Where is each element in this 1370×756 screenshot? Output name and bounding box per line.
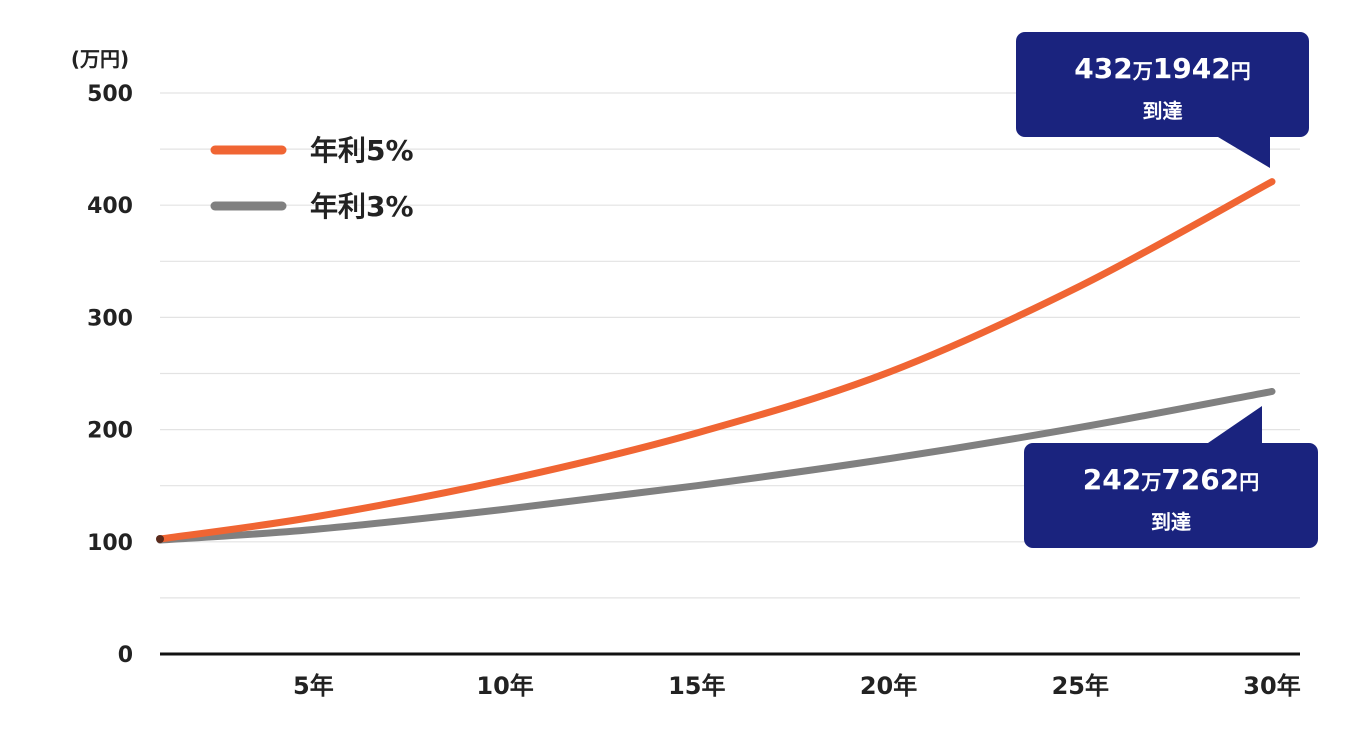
legend: 年利5% 年利3%: [210, 134, 414, 223]
y-tick-label: 400: [87, 194, 133, 219]
series-start-point: [156, 534, 164, 543]
x-tick-label: 20年: [860, 672, 917, 700]
callout-box: [1024, 443, 1318, 548]
series-lines: [156, 178, 1276, 544]
callout-pointer: [1208, 406, 1262, 443]
x-tick-label: 10年: [476, 672, 533, 700]
x-axis: 5年 10年 15年 20年 25年 30年: [160, 652, 1301, 700]
y-tick-label: 100: [87, 531, 133, 556]
callout-amount: 432万1942円: [1074, 52, 1250, 85]
y-tick-label: 0: [118, 643, 133, 668]
x-tick-label: 30年: [1243, 672, 1300, 700]
series-line: [156, 178, 1276, 543]
y-axis-unit-label: (万円): [71, 47, 129, 71]
series-line: [156, 387, 1276, 544]
callout-amount: 242万7262円: [1083, 463, 1259, 496]
callout-box: [1016, 32, 1309, 137]
legend-label: 年利3%: [310, 190, 414, 223]
y-tick-label: 500: [87, 82, 133, 107]
x-tick-label: 25年: [1052, 672, 1109, 700]
callout-pointer: [1218, 137, 1270, 168]
callout-label: 到達: [1151, 510, 1191, 534]
y-tick-label: 200: [87, 419, 133, 444]
callout-label: 到達: [1143, 99, 1183, 123]
legend-label: 年利5%: [310, 134, 414, 167]
y-axis: (万円) 0 100 200 300 400 500: [71, 47, 133, 668]
y-tick-label: 300: [87, 306, 133, 331]
x-tick-label: 5年: [293, 672, 334, 700]
x-tick-label: 15年: [668, 672, 725, 700]
